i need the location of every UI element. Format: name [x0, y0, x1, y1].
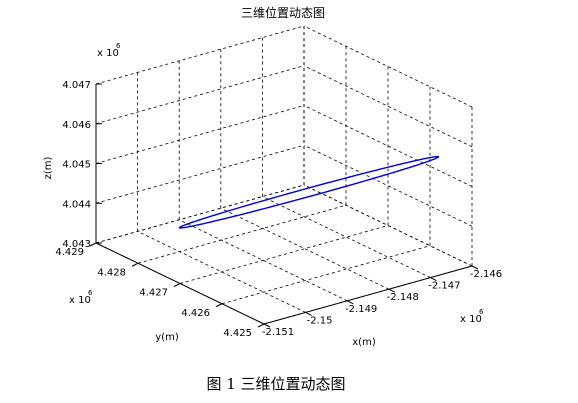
grid-line	[303, 184, 473, 267]
grid-line	[95, 105, 305, 164]
figure-caption: 图 1 三维位置动态图	[206, 375, 345, 393]
z-tick-label: 4.046	[62, 120, 91, 131]
x-tick-mark	[430, 277, 437, 282]
z-axis-multiplier: x 10	[97, 48, 119, 59]
y-tick-mark	[215, 303, 223, 308]
x-tick-label: -2.146	[470, 269, 502, 280]
y-axis-label: y(m)	[155, 332, 179, 343]
z-tick-label: 4.047	[62, 80, 91, 91]
x-tick-mark	[388, 288, 396, 293]
series-layer	[178, 155, 440, 229]
x-tick-label: -2.151	[262, 327, 294, 338]
grid-lines	[95, 25, 473, 325]
y-axis-multiplier: x 10	[69, 295, 91, 306]
x-axis-multiplier: x 10	[460, 314, 482, 325]
x-tick-mark	[305, 311, 312, 316]
z-tick-label: 4.045	[62, 160, 91, 171]
trajectory-line	[178, 155, 440, 229]
grid-line	[179, 225, 389, 284]
y-tick-mark	[89, 242, 97, 247]
y-tick-label: 4.425	[223, 328, 252, 339]
x-tick-label: -2.147	[428, 281, 460, 292]
grid-line	[262, 196, 431, 278]
grid-line	[95, 184, 305, 244]
x-tick-label: -2.15	[307, 315, 333, 326]
grid-line	[95, 25, 305, 85]
grid-line	[303, 65, 473, 148]
x-tick-mark	[263, 323, 271, 328]
x-tick-label: -2.149	[345, 304, 377, 315]
y-tick-label: 4.429	[55, 247, 84, 258]
y-tick-label: 4.428	[97, 267, 126, 278]
x-tick-mark	[471, 265, 479, 270]
grid-line	[220, 207, 389, 290]
y-tick-mark	[131, 262, 139, 267]
grid-line	[179, 219, 348, 302]
grid-line	[303, 25, 473, 108]
x-tick-label: -2.148	[387, 292, 419, 303]
z-axis-label: z(m)	[43, 157, 54, 180]
grid-line	[137, 231, 306, 313]
chart-title: 三维位置动态图	[241, 5, 325, 20]
z-tick-label: 4.043	[62, 239, 91, 250]
x-axis-label: x(m)	[352, 337, 376, 348]
grid-line	[95, 65, 305, 125]
z-tick-label: 4.044	[62, 199, 91, 210]
grid-line	[95, 144, 305, 204]
y-tick-label: 4.426	[181, 308, 210, 319]
grid-line	[303, 144, 473, 227]
tick-labels: -2.151 -2.15 -2.149 -2.148 -2.147 -2.146 4.425…	[55, 80, 502, 339]
x-axis-exponent: 6	[479, 308, 484, 316]
y-tick-label: 4.427	[139, 288, 168, 299]
y-tick-mark	[173, 283, 181, 287]
y-tick-mark	[257, 323, 265, 328]
x-axis-line	[263, 265, 473, 325]
grid-line	[303, 105, 473, 187]
y-axis-exponent: 6	[88, 289, 93, 297]
z-axis-exponent: 6	[116, 42, 121, 50]
x-tick-mark	[346, 300, 354, 305]
